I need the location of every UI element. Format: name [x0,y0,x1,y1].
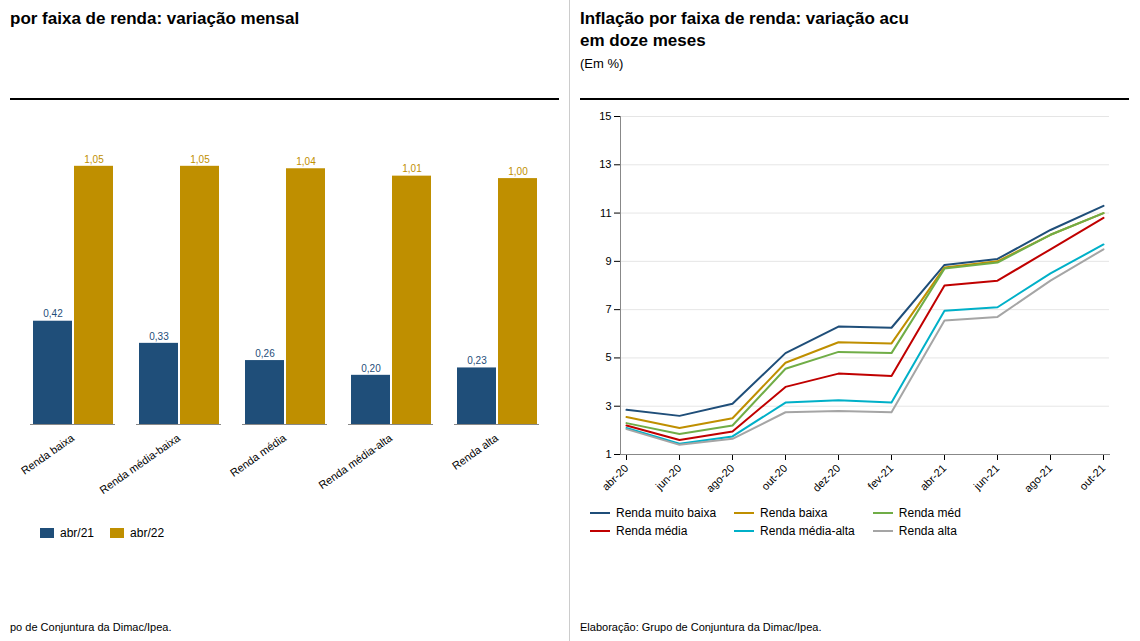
svg-text:Renda média: Renda média [228,431,289,479]
svg-text:jun-20: jun-20 [653,462,684,493]
svg-text:1,01: 1,01 [402,163,422,174]
html-text:por faixa de renda: variação m: por faixa de renda: variação mensal [10,9,300,28]
svg-text:Renda baixa: Renda baixa [19,431,77,477]
svg-text:11: 11 [600,207,611,219]
svg-text:1,00: 1,00 [508,166,528,177]
html-text:Renda média-alta: Renda média-alta [760,524,855,538]
svg-text:3: 3 [605,400,611,412]
svg-text:ago-21: ago-21 [1022,462,1055,495]
svg-text:9: 9 [605,255,611,267]
svg-text:Renda alta: Renda alta [450,431,501,472]
html-text:abr/22: abr/22 [130,526,165,540]
svg-text:abr-20: abr-20 [599,462,630,493]
svg-text:1,04: 1,04 [296,156,316,167]
svg-text:0,33: 0,33 [149,331,169,342]
svg-text:1,05: 1,05 [190,154,210,165]
svg-text:dez-20: dez-20 [810,462,842,494]
svg-text:5: 5 [605,351,611,363]
svg-text:1: 1 [605,448,611,460]
html-text:Renda alta: Renda alta [898,524,957,538]
html-text:abr/21: abr/21 [60,526,94,540]
svg-text:jun-21: jun-21 [971,462,1002,493]
html-text:Renda muito baixa: Renda muito baixa [616,506,717,520]
svg-text:0,20: 0,20 [361,363,381,374]
html-text:Renda méd: Renda méd [898,506,961,520]
svg-text:0,42: 0,42 [43,308,63,319]
svg-text:fev-21: fev-21 [865,462,895,492]
svg-text:0,26: 0,26 [255,348,275,359]
svg-text:15: 15 [599,110,611,122]
html-text:(Em %): (Em %) [580,56,624,72]
html-text:Elaboração: Grupo de Conjuntur: Elaboração: Grupo de Conjuntura da Dimac… [580,621,822,633]
svg-text:out-20: out-20 [759,462,790,493]
svg-text:abr-21: abr-21 [917,462,948,493]
svg-text:7: 7 [605,303,611,315]
svg-text:Renda média-baixa: Renda média-baixa [97,431,183,496]
svg-text:0,23: 0,23 [467,355,487,366]
svg-text:13: 13 [599,158,611,170]
svg-text:1,05: 1,05 [84,154,104,165]
html-text:Inflação por faixa de renda: v: Inflação por faixa de renda: variação ac… [580,9,909,51]
html-text:po de Conjuntura da Dimac/Ipea: po de Conjuntura da Dimac/Ipea. [10,621,172,633]
svg-text:ago-20: ago-20 [704,462,737,495]
svg-text:out-21: out-21 [1077,462,1108,493]
html-text:Renda média: Renda média [616,524,688,538]
svg-text:Renda média-alta: Renda média-alta [316,431,395,491]
html-text:Renda baixa: Renda baixa [760,506,828,520]
